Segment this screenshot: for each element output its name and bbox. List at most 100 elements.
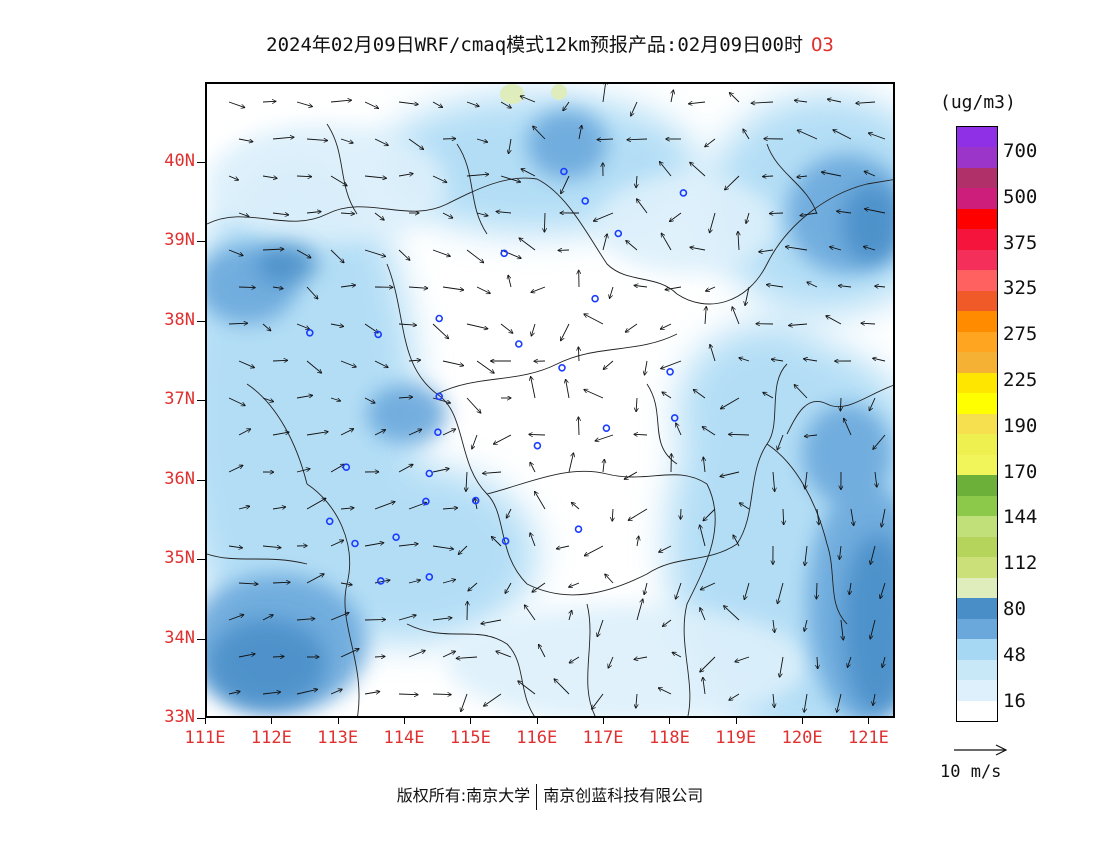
wind-arrow [660, 323, 672, 329]
wind-arrow [800, 212, 818, 216]
longitude-tick [271, 718, 273, 724]
wind-arrow [864, 171, 876, 177]
wind-arrow [330, 464, 344, 473]
colorbar-swatch [957, 700, 997, 722]
station-marker [425, 573, 434, 581]
wind-arrow [767, 285, 784, 288]
wind-arrow [670, 212, 682, 222]
wind-arrow [602, 84, 606, 103]
wind-arrow [870, 619, 876, 639]
station-marker [342, 463, 351, 472]
longitude-label: 115E [449, 728, 491, 748]
station-marker [422, 497, 430, 506]
wind-arrow [603, 360, 614, 369]
wind-arrow [821, 172, 842, 177]
wind-arrow [364, 543, 384, 547]
longitude-label: 117E [582, 728, 624, 748]
wind-arrow [569, 582, 580, 587]
wind-arrow [238, 287, 255, 288]
colorbar-swatch [957, 127, 997, 148]
wind-arrow [797, 130, 818, 140]
wind-arrow [612, 508, 613, 521]
colorbar-label: 112 [1003, 552, 1038, 575]
wind-arrow [595, 434, 614, 441]
wind-arrow [228, 615, 244, 621]
wind-arrow [637, 199, 648, 214]
wind-arrow [690, 162, 706, 177]
wind-arrow [262, 176, 277, 178]
station-marker [666, 367, 674, 376]
wind-arrow [296, 619, 315, 620]
wind-arrow [520, 96, 536, 103]
wind-arrow [296, 176, 312, 177]
wind-arrow [472, 434, 478, 449]
colorbar-swatch [957, 372, 997, 394]
wind-arrow [374, 138, 388, 146]
latitude-tick [197, 638, 205, 640]
wind-arrow [364, 249, 386, 257]
wind-arrow [374, 502, 395, 510]
wind-arrow [432, 618, 452, 621]
wind-arrow [466, 397, 481, 413]
wind-arrow [496, 212, 512, 214]
wind-arrow [476, 138, 488, 142]
colorbar-label: 275 [1003, 323, 1038, 346]
wind-arrow [398, 694, 418, 695]
station-marker [435, 314, 443, 323]
wind-arrow [272, 656, 284, 657]
longitude-label: 113E [317, 728, 359, 748]
wind-arrow [432, 323, 449, 339]
latitude-tick [197, 718, 205, 719]
wind-arrow [636, 693, 637, 708]
latitude-tick [197, 161, 205, 163]
wind-arrow [408, 580, 420, 584]
wind-arrow [398, 324, 417, 325]
wind-arrow [873, 434, 886, 449]
wind-arrow [262, 249, 284, 250]
footer-left: 版权所有:南京大学 [396, 786, 531, 805]
wind-arrow [364, 101, 379, 108]
wind-arrow [306, 574, 324, 584]
wind-arrow [476, 286, 490, 294]
wind-arrow [804, 359, 818, 361]
wind-arrow [476, 212, 488, 216]
wind-arrow [262, 101, 276, 102]
wind-arrow [330, 613, 349, 621]
longitude-tick [404, 718, 406, 724]
wind-arrow [330, 175, 347, 186]
wind-arrow [861, 323, 876, 324]
colorbar-swatch [957, 413, 997, 435]
wind-arrow [442, 212, 453, 218]
station-marker [501, 537, 510, 545]
longitude-tick [205, 718, 206, 724]
latitude-label: 33N [164, 707, 195, 727]
wind-arrow [306, 212, 321, 214]
station-marker [574, 525, 583, 534]
wind-arrow [578, 347, 579, 362]
wind-arrow [398, 174, 413, 176]
wind-arrow [634, 434, 648, 435]
wind-arrow [827, 99, 842, 103]
wind-arrow [830, 247, 842, 251]
wind-arrow [703, 508, 716, 521]
wind-arrow [398, 464, 413, 473]
wind-arrow [442, 580, 456, 584]
wind-arrow [710, 344, 716, 362]
wind-arrow [432, 545, 454, 549]
map-panel[interactable] [205, 82, 895, 718]
wind-arrow [875, 471, 877, 487]
wind-arrow [408, 138, 424, 149]
wind-arrow [636, 397, 637, 412]
ozone-wind-map [207, 84, 893, 716]
colorbar-label: 144 [1003, 506, 1038, 529]
station-marker [471, 496, 480, 505]
colorbar-swatch [957, 557, 997, 579]
wind-arrow [628, 508, 648, 520]
colorbar-swatch [957, 516, 997, 538]
wind-arrow [476, 360, 494, 373]
wind-arrow [637, 536, 639, 547]
wind-arrow [724, 606, 740, 621]
wind-arrow [458, 545, 468, 554]
wind-arrow [535, 491, 546, 510]
wind-arrow [466, 101, 479, 106]
